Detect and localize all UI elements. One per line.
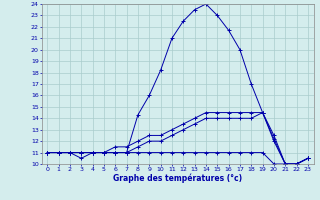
X-axis label: Graphe des températures (°c): Graphe des températures (°c)	[113, 173, 242, 183]
